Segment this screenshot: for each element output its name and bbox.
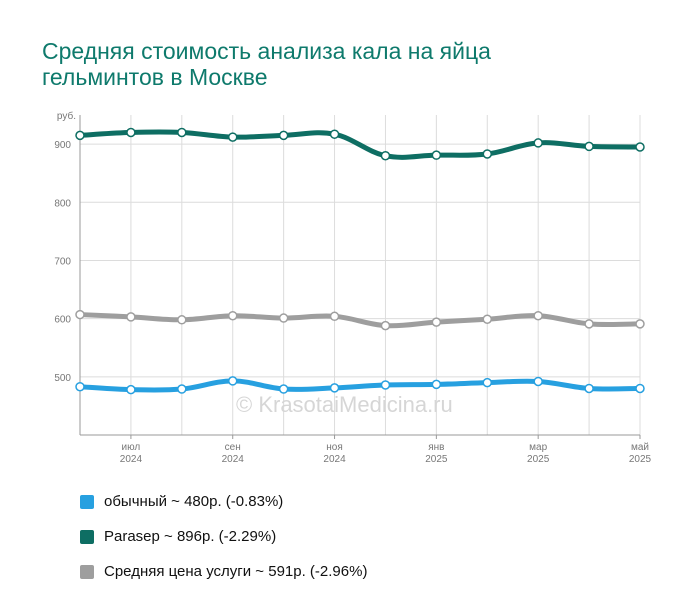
- data-point: [482, 314, 493, 324]
- legend-item-parasep[interactable]: Parasep ~ 896р. (-2.29%): [80, 519, 367, 554]
- data-point: [278, 130, 289, 141]
- y-unit-label: руб.: [57, 110, 76, 122]
- data-point: [278, 384, 289, 394]
- x-tick-year-label: 2025: [425, 454, 448, 465]
- y-tick-label: 800: [54, 198, 71, 209]
- x-tick-year-label: 2025: [629, 454, 652, 465]
- series-line: [77, 312, 643, 329]
- data-point: [533, 310, 543, 321]
- x-tick-year-label: 2024: [222, 454, 245, 465]
- data-point: [380, 320, 391, 331]
- legend-swatch: [80, 564, 94, 579]
- data-point: [431, 150, 442, 160]
- data-point: [177, 127, 187, 138]
- x-tick-month-label: июл: [122, 442, 141, 453]
- x-tick-year-label: 2024: [120, 454, 143, 465]
- series-line: [77, 378, 643, 393]
- y-tick-label: 500: [54, 373, 71, 384]
- chart-axes: 500600700800900руб.июл2024сен2024ноя2024…: [54, 110, 651, 465]
- data-point: [380, 150, 391, 161]
- chart-title-line-2: гельминтов в Москве: [42, 64, 268, 90]
- x-tick-year-label: 2025: [527, 454, 550, 465]
- data-point: [329, 129, 340, 139]
- data-point: [177, 384, 187, 394]
- data-point: [75, 130, 85, 141]
- data-point: [75, 309, 85, 320]
- legend-label: Parasep ~ 896р. (-2.29%): [104, 528, 277, 545]
- x-tick-month-label: мар: [529, 442, 547, 453]
- data-point: [126, 312, 136, 322]
- data-point: [533, 376, 543, 387]
- x-tick-month-label: сен: [225, 442, 241, 453]
- legend-item-regular[interactable]: обычный ~ 480р. (-0.83%): [80, 484, 367, 519]
- watermark: © KrasotaiMedicina.ru: [236, 392, 453, 417]
- x-tick-month-label: янв: [428, 442, 444, 453]
- data-point: [126, 127, 136, 138]
- legend-label: Средняя цена услуги ~ 591р. (-2.96%): [104, 563, 368, 580]
- data-point: [584, 141, 594, 152]
- chart-title: Средняя стоимость анализа кала на яйца г…: [42, 38, 642, 90]
- data-point: [227, 132, 238, 142]
- data-point: [227, 376, 238, 386]
- legend-swatch: [80, 529, 94, 544]
- x-tick-month-label: ноя: [326, 442, 343, 453]
- data-point: [584, 319, 594, 329]
- data-point: [431, 379, 442, 390]
- x-tick-year-label: 2024: [323, 454, 346, 465]
- y-tick-label: 900: [54, 140, 71, 151]
- data-point: [278, 313, 289, 323]
- series-line: [77, 129, 643, 160]
- data-point: [482, 149, 493, 159]
- data-point: [584, 383, 594, 394]
- data-point: [533, 138, 543, 148]
- y-tick-label: 700: [54, 256, 71, 267]
- chart-series: [75, 127, 645, 395]
- data-point: [177, 315, 187, 325]
- data-point: [227, 310, 238, 321]
- y-tick-label: 600: [54, 315, 71, 326]
- data-point: [75, 381, 85, 392]
- chart-title-line-1: Средняя стоимость анализа кала на яйца: [42, 38, 491, 64]
- data-point: [329, 383, 340, 393]
- data-point: [126, 384, 136, 395]
- data-point: [431, 317, 442, 327]
- data-point: [635, 383, 645, 394]
- data-point: [635, 142, 645, 152]
- data-point: [482, 377, 493, 388]
- data-point: [635, 319, 645, 329]
- data-point: [380, 380, 391, 390]
- legend-label: обычный ~ 480р. (-0.83%): [104, 493, 284, 510]
- legend-swatch: [80, 494, 94, 509]
- x-tick-month-label: май: [631, 442, 649, 453]
- chart-legend: обычный ~ 480р. (-0.83%) Parasep ~ 896р.…: [80, 484, 367, 589]
- data-point: [329, 311, 340, 322]
- legend-item-average[interactable]: Средняя цена услуги ~ 591р. (-2.96%): [80, 554, 367, 589]
